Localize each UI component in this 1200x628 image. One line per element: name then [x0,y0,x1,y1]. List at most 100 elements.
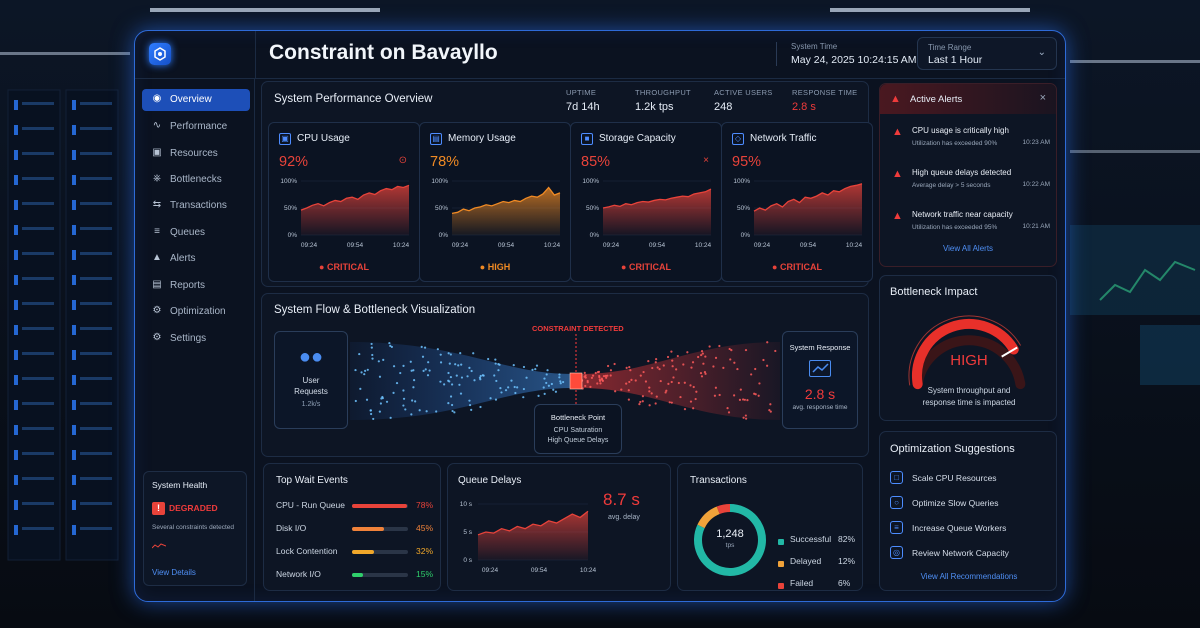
request-particle [370,346,373,349]
impact-text-2: response time is impacted [922,398,1016,407]
sidebar-item-transactions[interactable]: ⇆ Transactions [142,195,250,217]
status-flag-icon: × [703,155,709,166]
request-particle [412,369,415,372]
response-particle [627,398,630,401]
metric-card-memory-usage[interactable]: ▤ Memory Usage 78% ● HIGH 100% 50% 0% 09:24 0… [419,122,571,282]
sidebar-item-performance[interactable]: ∿ Performance [142,116,250,138]
metric-card-storage-capacity[interactable]: ■ Storage Capacity 85% × ● CRITICAL 100% 5… [570,122,722,282]
sidebar-item-label: Reports [170,280,206,291]
response-particle [596,371,600,374]
rack-slot [22,152,54,155]
response-particle [606,364,610,368]
response-particle [726,407,729,410]
response-particle [641,395,645,398]
metric-status: ● CRITICAL [571,262,721,272]
response-particle [766,341,769,344]
rack-light [72,275,76,285]
response-particle [601,378,604,381]
response-particle [738,398,742,401]
wait-event-label: Lock Contention [276,546,338,556]
response-particle [762,358,765,362]
request-particle [425,410,428,413]
request-particle [418,409,421,412]
request-particle [389,344,392,347]
sidebar-item-alerts[interactable]: ▲ Alerts [142,248,250,270]
system-time: System Time May 24, 2025 10:24:15 AM [776,42,917,66]
request-particle [558,376,561,379]
response-particle [736,367,739,371]
suggestion-item[interactable]: ≡ Increase Queue Workers [890,521,1006,534]
sidebar-item-bottlenecks[interactable]: ⎈ Bottlenecks [142,169,250,191]
metric-card-network-traffic[interactable]: ◇ Network Traffic 95% ● CRITICAL 100% 50% 0… [721,122,873,282]
alert-item[interactable]: ▲ High queue delays detected Average delay… [890,168,1050,189]
response-particle [758,382,761,385]
sidebar-item-label: Alerts [170,253,196,264]
time-range-value: Last 1 Hour [928,54,983,66]
response-particle [744,414,747,417]
gauge-track [912,335,1026,390]
suggestion-item[interactable]: ◎ Review Network Capacity [890,546,1009,559]
metric-card-cpu-usage[interactable]: ▣ CPU Usage 92% ⊙ ● CRITICAL 100% 50% 0% 09:… [268,122,420,282]
transactions-unit: tps [725,542,735,549]
gauge-needle [1001,346,1018,358]
response-particle [769,410,772,413]
request-particle [364,369,367,372]
sidebar: ◉ Overview ∿ Performance ▣ Resources ⎈ Bottl… [135,79,255,601]
sidebar-item-queues[interactable]: ≡ Queues [142,222,250,244]
request-particle [460,376,464,379]
request-particle [413,379,416,382]
rack-light [72,150,76,160]
sidebar-item-settings[interactable]: ⚙ Settings [142,328,250,350]
health-sparkline-icon [151,536,167,549]
y-tick-label: 0 s [463,557,472,564]
response-particle [668,401,671,404]
alert-item[interactable]: ▲ Network traffic near capacity Utilizatio… [890,210,1050,231]
metric-chart: 100% 50% 0%09:24 09:54 10:24 [733,178,863,249]
request-particle [510,379,513,382]
response-particle [689,384,692,387]
network-icon: ◇ [732,133,744,145]
sidebar-item-resources[interactable]: ▣ Resources [142,143,250,165]
response-particle [677,381,680,385]
response-particle [627,389,630,392]
request-particle [422,369,425,372]
sidebar-item-label: Performance [170,121,228,132]
request-particle [542,386,545,389]
rack-light [72,500,76,510]
sidebar-item-optimization[interactable]: ⚙ Optimization [142,301,250,323]
rack-slot [80,377,112,380]
request-particle [370,412,373,416]
request-particle [402,389,405,392]
response-particle [702,362,705,365]
rack-light [14,300,18,310]
request-particle [450,403,454,407]
request-particle [543,377,546,380]
response-particle [733,361,736,364]
request-particle [369,409,372,412]
suggestion-item[interactable]: ○ Optimize Slow Queries [890,496,998,509]
response-particle [642,370,645,374]
y-tick-label: 0% [288,232,298,239]
sidebar-item-reports[interactable]: ▤ Reports [142,275,250,297]
time-range-select[interactable]: Time Range Last 1 Hour ⌄ [917,37,1057,70]
view-all-recommendations-link[interactable]: View All Recommendations [920,572,1018,581]
request-particle [365,398,369,401]
sidebar-item-overview[interactable]: ◉ Overview [142,89,250,111]
request-particle [468,366,471,369]
close-icon[interactable]: × [1039,92,1046,104]
suggestion-item[interactable]: □ Scale CPU Resources [890,471,997,484]
system-flow-panel: System Flow & Bottleneck Visualization C… [261,293,869,457]
response-particle [718,344,721,348]
rack-slot [22,477,54,480]
query-icon: ○ [890,496,903,509]
view-details-link[interactable]: View Details [152,568,196,577]
alert-item[interactable]: ▲ CPU usage is critically high Utilization… [890,126,1050,147]
metric-line [753,183,863,212]
metric-chart: 100% 50% 0%09:24 09:54 10:24 [582,178,711,249]
system-response-title: System Response [789,343,851,352]
rack-slot [80,477,112,480]
queue-delay-line [477,510,589,536]
status-icon: ● [772,262,778,272]
rack-light [14,525,18,535]
view-all-alerts-link[interactable]: View All Alerts [942,244,994,253]
